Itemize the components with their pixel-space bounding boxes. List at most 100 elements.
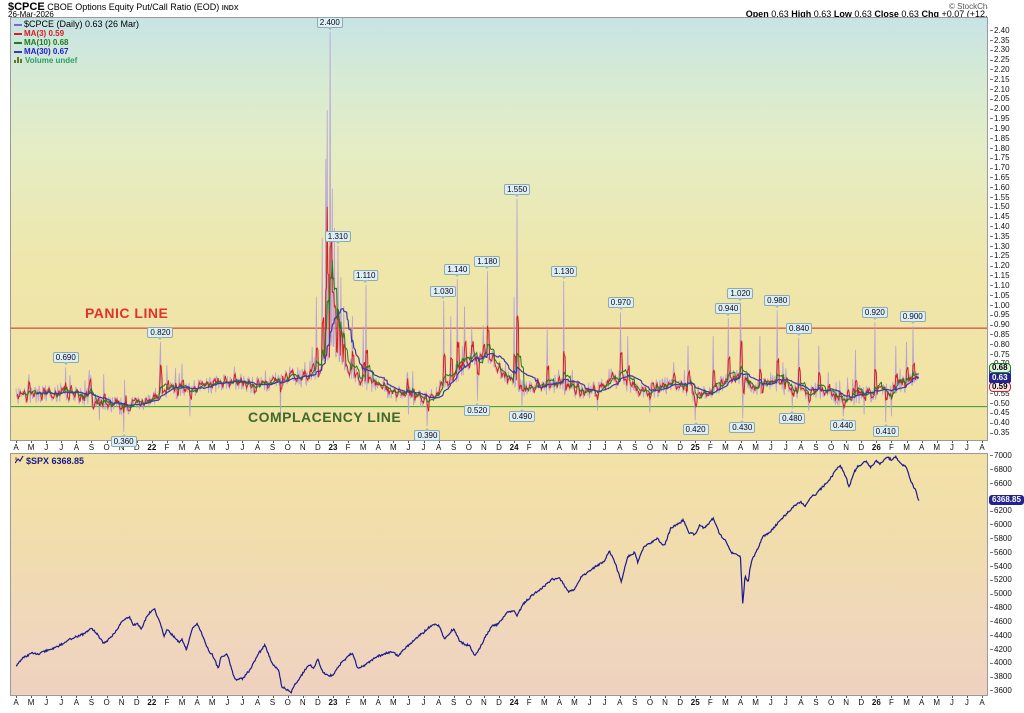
x-tick	[483, 441, 485, 443]
x-axis-label: A	[254, 443, 261, 452]
x-axis-label: F	[888, 698, 894, 707]
x-tick	[332, 696, 334, 698]
legend-ma10: MA(10) 0.68	[14, 38, 139, 47]
x-tick	[151, 696, 153, 698]
x-tick	[227, 696, 229, 698]
x-axis-label: 24	[509, 443, 519, 452]
x-tick	[453, 696, 455, 698]
price-callout: 0.690	[52, 352, 79, 366]
x-tick	[936, 696, 938, 698]
x-axis-label: D	[677, 443, 684, 452]
x-axis-label: N	[843, 443, 850, 452]
x-tick	[408, 441, 410, 443]
x-tick	[982, 696, 983, 698]
price-callout: 0.410	[872, 424, 899, 438]
x-axis-label: A	[979, 443, 985, 452]
x-axis-label: S	[813, 443, 819, 452]
cpce-x-axis: A M J J A S O N D 22 F M A M J J A S O N D 23 F M A M J J A S O N D 24 F M A…	[10, 441, 988, 453]
x-tick	[317, 441, 319, 443]
axis-pill-ma3: 0.59	[989, 382, 1011, 392]
y-axis-label: 2.10	[990, 85, 1010, 94]
ma30-line-swatch	[14, 50, 22, 53]
x-tick	[906, 696, 908, 698]
y-axis-label: 0.55	[990, 389, 1010, 398]
x-tick	[936, 441, 938, 443]
legend-cpce-label: $CPCE (Daily) 0.63 (26 Mar)	[24, 19, 140, 29]
x-axis-label: M	[752, 443, 759, 452]
y-axis-label: 5600	[990, 548, 1012, 557]
x-tick	[91, 441, 93, 443]
x-tick	[755, 441, 757, 443]
x-tick	[287, 441, 289, 443]
x-tick	[438, 696, 440, 698]
y-axis-label: 0.45	[990, 408, 1010, 417]
y-axis-label: 0.75	[990, 350, 1010, 359]
x-axis-label: F	[526, 698, 532, 707]
x-tick	[649, 696, 651, 698]
x-tick	[182, 441, 184, 443]
price-callout: 1.550	[504, 183, 531, 197]
x-tick	[574, 441, 576, 443]
x-tick	[710, 696, 712, 698]
x-tick	[695, 696, 697, 698]
y-axis-label: 2.30	[990, 45, 1010, 54]
price-callout: 0.430	[729, 420, 756, 434]
x-tick	[468, 441, 470, 443]
x-axis-label: J	[587, 698, 592, 707]
x-axis-label: 22	[147, 443, 157, 452]
x-tick	[166, 696, 168, 698]
x-axis-label: M	[208, 698, 216, 707]
price-callout: 0.390	[414, 428, 441, 442]
x-tick	[393, 441, 395, 443]
x-tick	[619, 696, 621, 698]
price-callout: 0.490	[509, 408, 536, 422]
y-axis-label: 1.20	[990, 261, 1010, 270]
x-axis-label: J	[783, 443, 788, 452]
x-tick	[906, 441, 908, 443]
y-axis-label: 6800	[990, 465, 1012, 474]
quote-line: Open 0.63 High 0.63 Low 0.63 Close 0.63 …	[746, 9, 1018, 19]
y-axis-label: 1.70	[990, 163, 1010, 172]
x-axis-label: N	[299, 698, 306, 707]
x-axis-label: A	[979, 698, 985, 707]
x-tick	[800, 441, 802, 443]
x-tick	[76, 441, 78, 443]
y-axis-label: 1.25	[990, 251, 1010, 260]
x-tick	[31, 441, 33, 443]
x-axis-label: N	[662, 698, 668, 707]
x-tick	[665, 696, 667, 698]
x-tick	[46, 696, 48, 698]
spx-chart-icon	[15, 456, 24, 465]
y-axis-label: 0.90	[990, 320, 1010, 329]
high-label: High	[791, 9, 812, 19]
y-axis-label: 1.95	[990, 114, 1010, 123]
x-tick	[544, 441, 546, 443]
y-axis-label: 4400	[990, 631, 1012, 640]
x-axis-label: 22	[147, 698, 157, 707]
y-axis-label: 0.80	[990, 340, 1010, 349]
x-axis-label: M	[571, 443, 578, 452]
x-tick	[348, 441, 350, 443]
price-callout: 0.970	[607, 297, 634, 311]
x-axis-label: A	[435, 443, 442, 452]
x-axis-label: S	[813, 698, 819, 707]
x-axis-label: D	[314, 443, 321, 452]
x-tick	[453, 441, 455, 443]
x-axis-label: M	[178, 698, 186, 707]
x-tick	[589, 441, 591, 443]
complacency-line-label: COMPLACENCY LINE	[248, 409, 402, 425]
x-tick	[499, 441, 500, 443]
x-axis-label: S	[451, 443, 457, 452]
y-axis-label: 2.40	[990, 26, 1010, 35]
copyright: © StockCharts.com	[948, 2, 1018, 11]
x-tick	[46, 441, 48, 443]
x-tick	[725, 441, 727, 443]
x-axis-label: N	[481, 443, 487, 452]
x-axis-label: M	[571, 698, 578, 707]
x-tick	[921, 441, 923, 443]
x-tick	[559, 696, 561, 698]
y-axis-label: 2.00	[990, 104, 1010, 113]
x-axis-label: 23	[328, 443, 338, 452]
x-axis-label: J	[421, 443, 426, 452]
x-axis-label: M	[359, 443, 367, 452]
